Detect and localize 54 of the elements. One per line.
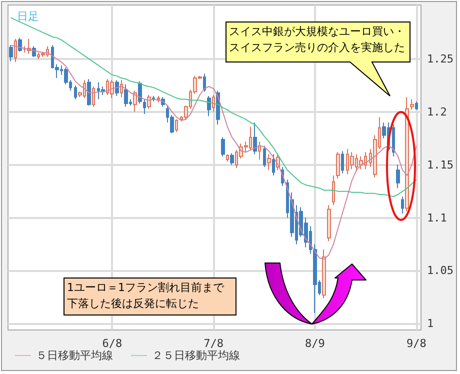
- candlestick: [203, 73, 206, 92]
- legend-label: ２５日移動平均線: [152, 349, 240, 362]
- x-tick-label: 7/8: [204, 337, 224, 350]
- y-tick-label: 1.05: [427, 264, 454, 278]
- candlestick: [415, 100, 418, 110]
- candlestick: [133, 90, 137, 112]
- y-tick-label: 1.25: [427, 52, 454, 66]
- candlestick: [138, 80, 142, 104]
- candlestick: [110, 80, 114, 99]
- x-tick-label: 8/9: [305, 337, 325, 350]
- candlestick: [120, 80, 123, 98]
- candlestick: [124, 84, 128, 108]
- candlestick: [212, 94, 215, 112]
- candlestick: [253, 122, 257, 155]
- candlestick: [332, 174, 335, 206]
- candlestick: [336, 152, 340, 180]
- text: 日足: [17, 10, 39, 23]
- candlestick: [392, 124, 395, 157]
- candlestick: [327, 204, 331, 242]
- candlestick: [359, 156, 363, 170]
- y-tick-label: 1.15: [427, 158, 454, 172]
- candlestick: [401, 196, 404, 214]
- candlestick: [322, 249, 326, 299]
- candlestick: [115, 80, 119, 97]
- legend-label: ５日移動平均線: [36, 349, 113, 362]
- candlestick: [267, 154, 271, 171]
- candlestick: [341, 150, 344, 174]
- y-tick-label: 1.2: [427, 105, 447, 118]
- candlestick: [258, 141, 261, 160]
- candlestick: [313, 244, 317, 314]
- x-tick-label: 6/8: [102, 337, 122, 350]
- candlestick: [9, 44, 13, 62]
- x-tick-label: 9/8: [406, 337, 426, 350]
- y-tick-label: 1: [427, 317, 434, 330]
- candlestick: [18, 37, 22, 52]
- candlestick: [147, 94, 151, 110]
- candlestick: [410, 98, 414, 110]
- candlestick: [74, 84, 77, 100]
- candlestick: [207, 96, 211, 117]
- candlestick: [226, 154, 229, 162]
- candlestick: [272, 154, 275, 176]
- candlestick: [405, 96, 409, 212]
- candlestick: [230, 152, 234, 166]
- candlestick: [157, 96, 160, 103]
- candlestick: [396, 164, 400, 189]
- candlestick: [92, 86, 95, 108]
- candlestick: [175, 118, 178, 133]
- candlestick: [143, 98, 146, 115]
- candlestick: [87, 78, 91, 106]
- candlestick: [14, 38, 17, 63]
- annotation: スイス中銀が大規模なユーロ買い・スイスフラン売りの介入を実施した: [228, 24, 406, 56]
- y-tick-label: 1.1: [427, 211, 447, 224]
- candlestick: [263, 145, 266, 168]
- candlestick: [221, 136, 225, 157]
